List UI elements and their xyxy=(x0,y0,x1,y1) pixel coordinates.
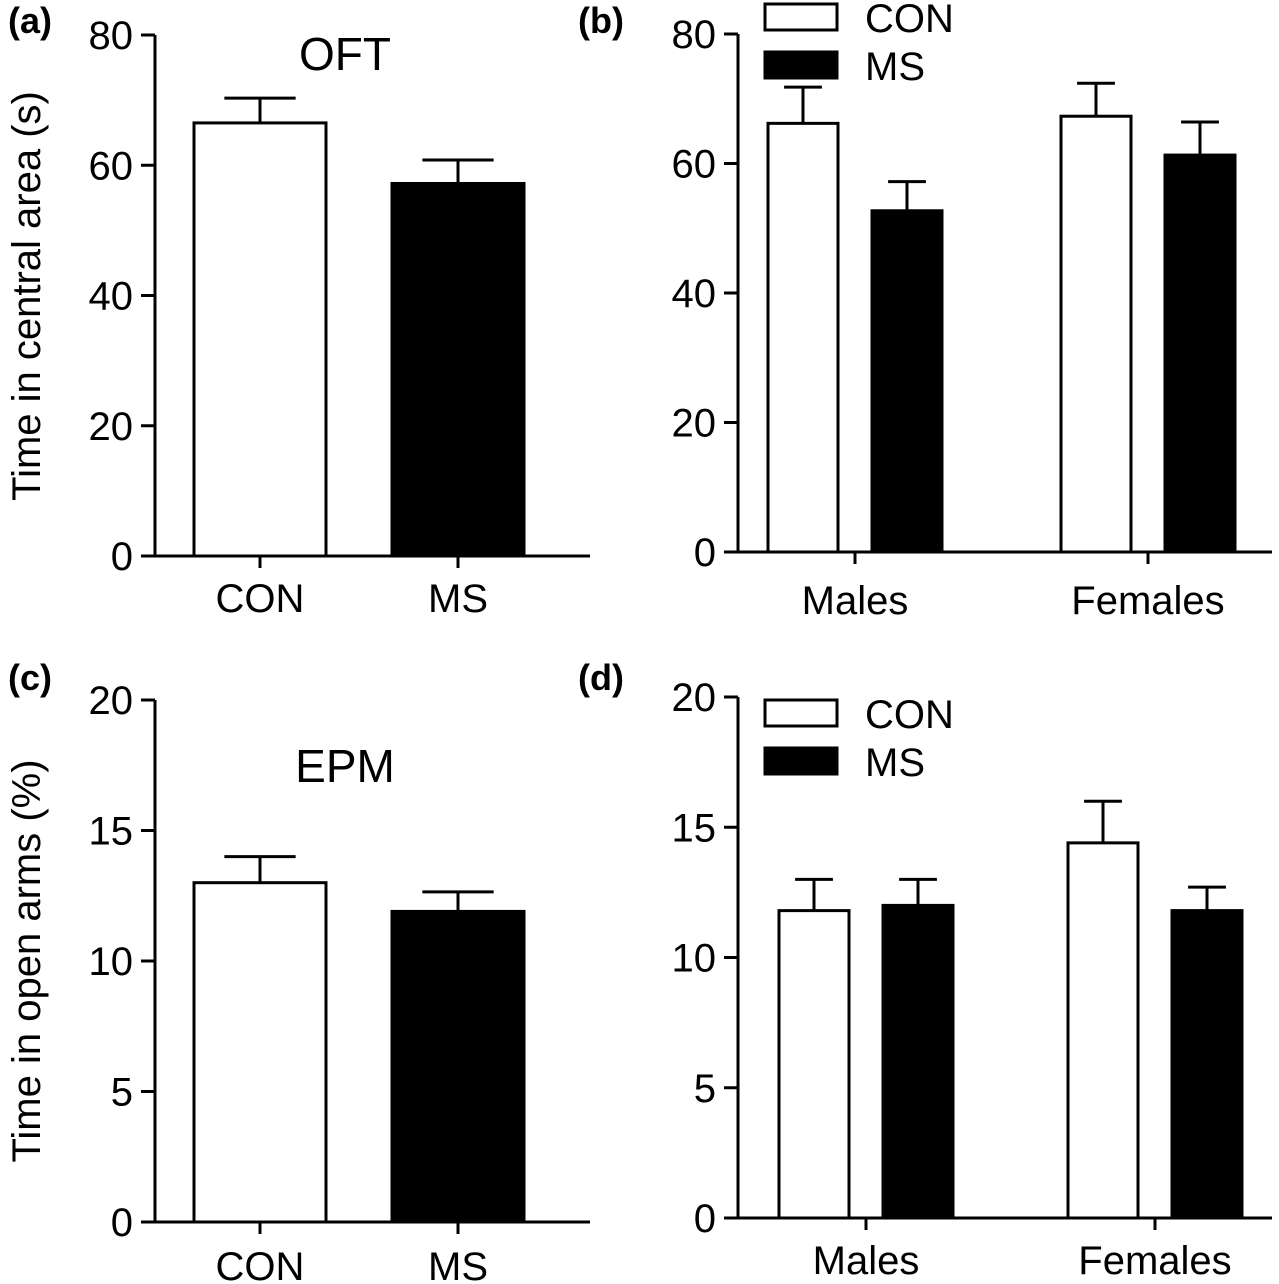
legend-label-ms: MS xyxy=(865,741,925,785)
legend-swatch-con xyxy=(763,2,839,32)
y-tick-label: 20 xyxy=(89,679,134,723)
x-category-label: Females xyxy=(1071,579,1224,623)
legend-swatch-ms xyxy=(763,50,839,80)
y-axis-title: Time in open arms (%) xyxy=(5,759,49,1162)
y-tick-label: 0 xyxy=(694,531,716,575)
legend-label-con: CON xyxy=(865,0,954,41)
legend-swatch-ms xyxy=(763,746,839,776)
y-tick-label: 20 xyxy=(89,405,134,449)
legend-swatch-con xyxy=(763,698,839,728)
bar-con-males xyxy=(777,909,851,1220)
x-category-label: Males xyxy=(813,1239,920,1283)
x-category-label: Females xyxy=(1078,1239,1231,1283)
y-tick-label: 60 xyxy=(89,144,134,188)
y-tick-label: 0 xyxy=(111,1201,133,1245)
y-tick-label: 40 xyxy=(672,272,717,316)
y-tick-label: 20 xyxy=(672,402,717,446)
y-tick-label: 15 xyxy=(672,806,717,850)
x-category-label: CON xyxy=(216,1245,305,1284)
chart-title: OFT xyxy=(299,28,391,80)
chart-panel-a: (a) 0 20 40 60 80 CON MS OFT Time in central area… xyxy=(5,0,590,621)
bar-con-females xyxy=(1059,114,1133,554)
y-tick-label: 10 xyxy=(672,937,717,981)
y-tick-label: 10 xyxy=(89,940,134,984)
chart-panel-c: (c) 0 5 10 15 20 CON MS EPM Time in open arms (%) xyxy=(5,657,590,1284)
x-category-label: MS xyxy=(428,1245,488,1284)
x-category-label: Males xyxy=(802,579,909,623)
y-tick-label: 40 xyxy=(89,275,134,319)
bar-ms xyxy=(390,909,526,1224)
bar-ms-females xyxy=(1170,909,1244,1220)
bar-ms-males xyxy=(870,209,944,554)
bar-con-females xyxy=(1066,841,1140,1220)
y-tick-label: 5 xyxy=(694,1067,716,1111)
chart-title: EPM xyxy=(295,740,395,792)
x-category-label: MS xyxy=(428,577,488,621)
y-tick-label: 15 xyxy=(89,810,134,854)
y-tick-label: 80 xyxy=(672,13,717,57)
y-tick-label: 0 xyxy=(111,535,133,579)
legend-label-ms: MS xyxy=(865,45,925,89)
bar-ms-females xyxy=(1163,153,1237,554)
panel-label: (d) xyxy=(578,657,624,698)
legend-label-con: CON xyxy=(865,693,954,737)
y-tick-label: 5 xyxy=(111,1071,133,1115)
bar-con xyxy=(192,881,328,1224)
y-tick-label: 60 xyxy=(672,143,717,187)
x-category-label: CON xyxy=(216,577,305,621)
panel-label: (a) xyxy=(8,0,52,41)
y-tick-label: 0 xyxy=(694,1197,716,1241)
y-axis-title: Time in central area (s) xyxy=(5,91,49,501)
y-tick-label: 80 xyxy=(89,14,134,58)
bar-ms-males xyxy=(881,903,955,1220)
panel-label: (c) xyxy=(8,657,52,698)
bar-ms xyxy=(390,181,526,558)
bar-con-males xyxy=(766,121,840,554)
bar-con xyxy=(192,121,328,558)
y-tick-label: 20 xyxy=(672,676,717,720)
panel-label: (b) xyxy=(578,0,624,41)
